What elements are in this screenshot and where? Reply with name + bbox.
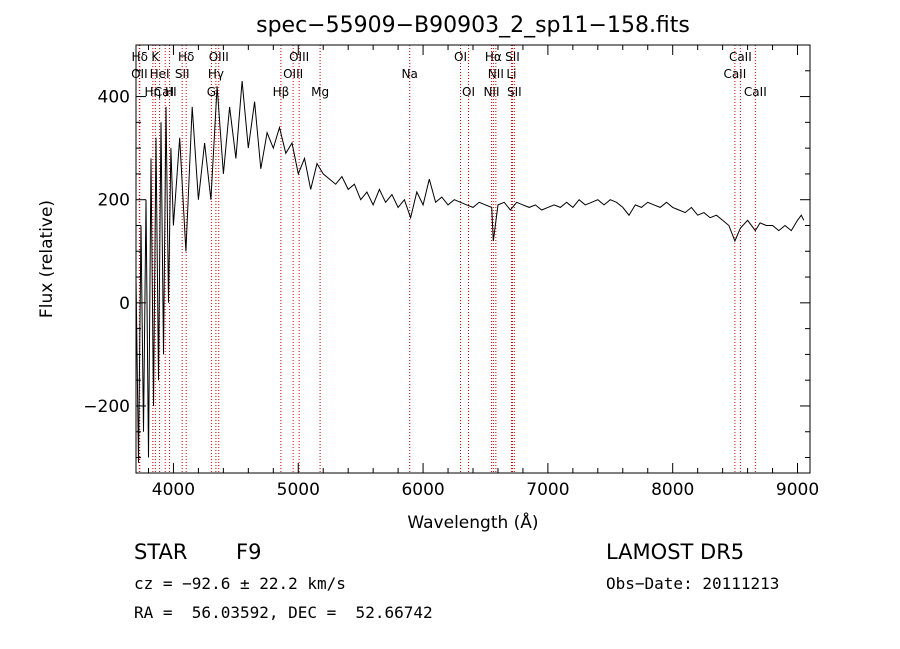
y-axis-ticks: −200 0 200 400 <box>83 44 810 459</box>
x-tick-label: 7000 <box>526 480 569 500</box>
spectral-line-label: OIII <box>283 67 303 81</box>
x-axis-label: Wavelength (Å) <box>407 511 538 533</box>
spectral-line-label: CaII <box>723 67 746 81</box>
spectral-line-label: CaII <box>154 85 177 99</box>
chart-title: spec−55909−B90903_2_sp11−158.fits <box>256 13 690 38</box>
spectral-line-label: NII <box>488 67 504 81</box>
observation-date: Obs−Date: 20111213 <box>606 574 780 593</box>
x-axis-ticks: 4000 5000 6000 7000 8000 9000 <box>147 45 819 500</box>
redshift-velocity: cz = −92.6 ± 22.2 km/s <box>134 574 346 593</box>
spectral-line-label: CaII <box>729 50 752 64</box>
spectral-line-label: G <box>207 85 216 99</box>
y-tick-label: −200 <box>83 397 130 417</box>
spectral-line-label: OIII <box>289 50 309 64</box>
spectral-line-label: OIII <box>209 50 229 64</box>
spectral-line-label: SII <box>507 85 522 99</box>
y-tick-label: 200 <box>98 191 130 211</box>
x-tick-label: 9000 <box>776 480 819 500</box>
spectral-line-label: Hβ <box>273 85 290 99</box>
spectral-line-label: SII <box>505 50 520 64</box>
plot-frame <box>135 44 811 474</box>
y-axis-label: Flux (relative) <box>37 200 57 318</box>
x-tick-label: 4000 <box>152 480 195 500</box>
spectral-line-label: Hγ <box>208 67 224 81</box>
spectral-line-label: Li <box>506 67 516 81</box>
x-tick-label: 8000 <box>651 480 694 500</box>
spectral-line-label: OI <box>454 50 467 64</box>
y-tick-label: 0 <box>119 294 130 314</box>
spectral-line-label: Mg <box>311 85 329 99</box>
spectral-line-label: NII <box>483 85 499 99</box>
spectral-line-label: HeI <box>150 67 170 81</box>
spectral-subclass: F9 <box>236 540 262 564</box>
spectral-line-label: SII <box>175 67 190 81</box>
spectral-line-label: OI <box>462 85 475 99</box>
spectral-line-label: Hδ <box>132 50 148 64</box>
spectrum-series-line <box>135 81 805 463</box>
spectral-line-label: OII <box>131 67 148 81</box>
x-tick-label: 5000 <box>277 480 320 500</box>
spectral-line-label: K <box>151 50 160 64</box>
spectral-line-label: Hα <box>485 50 502 64</box>
spectral-line-label: Hη <box>145 85 162 99</box>
object-class: STAR <box>134 540 188 564</box>
spectral-line-label: H <box>165 85 174 99</box>
y-tick-label: 400 <box>98 88 130 108</box>
spectral-line-label: Na <box>402 67 418 81</box>
x-tick-label: 6000 <box>401 480 444 500</box>
spectral-line-label: CaII <box>744 85 767 99</box>
coordinates: RA = 56.03592, DEC = 52.66742 <box>134 603 433 622</box>
survey-name: LAMOST DR5 <box>606 540 745 564</box>
spectral-line-label: Hδ <box>178 50 194 64</box>
spectral-line-markers <box>138 45 756 473</box>
